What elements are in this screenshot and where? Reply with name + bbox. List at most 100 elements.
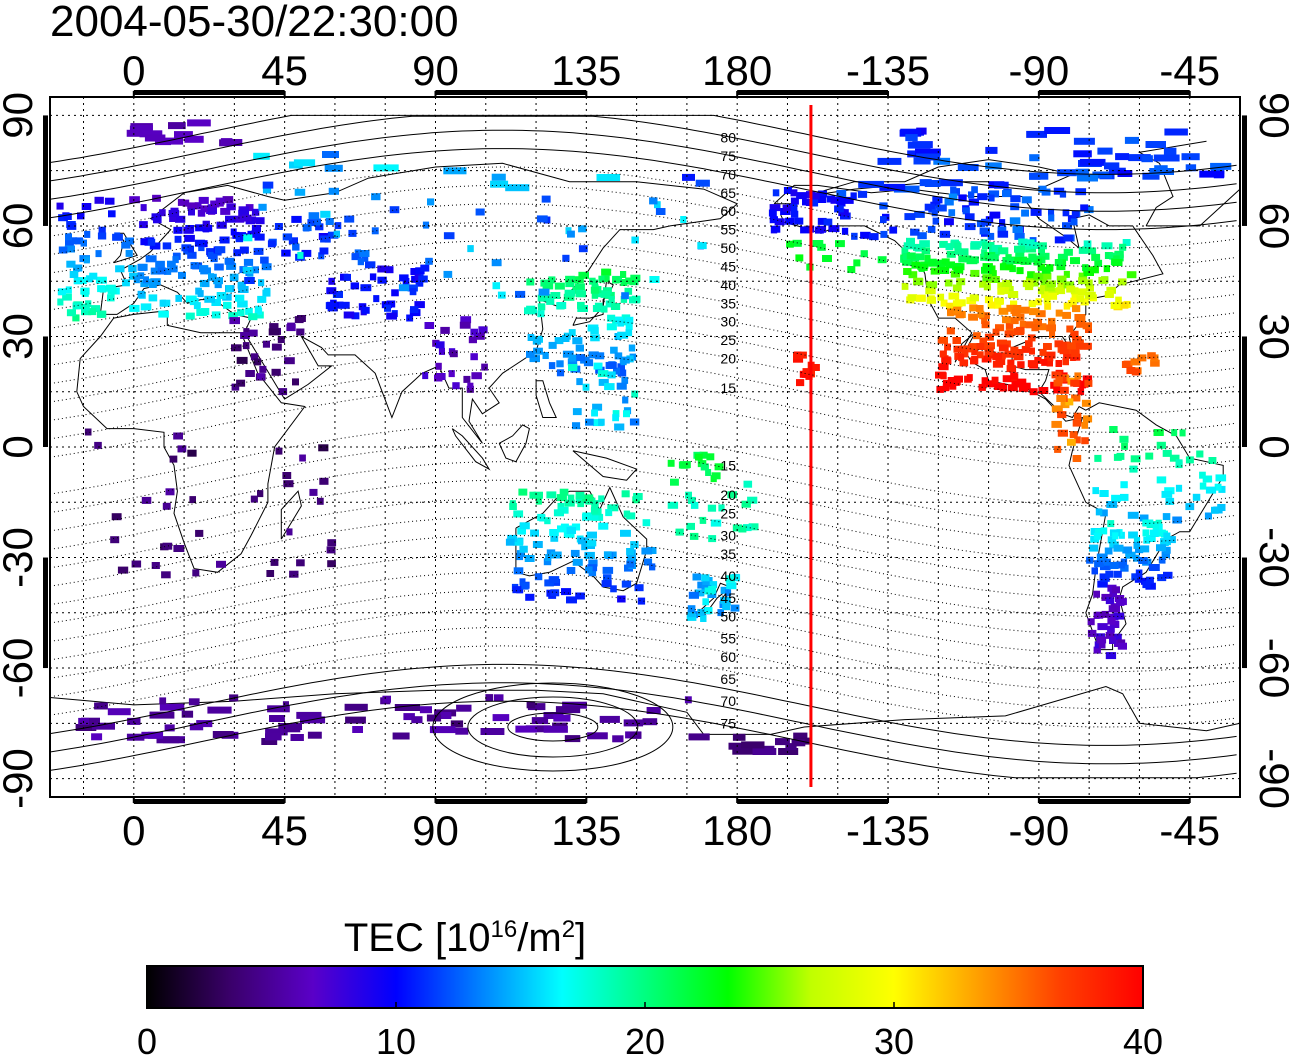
tec-cell bbox=[373, 295, 380, 303]
colorbar-title-main: TEC [10 bbox=[343, 916, 491, 960]
tec-cell bbox=[1100, 527, 1108, 535]
mlat-contour bbox=[49, 424, 1237, 507]
tec-cell bbox=[548, 362, 556, 370]
tec-cell bbox=[1005, 322, 1014, 330]
tec-cell bbox=[1072, 419, 1082, 427]
tec-cell bbox=[796, 379, 805, 387]
tec-cell bbox=[722, 603, 730, 611]
tec-cell bbox=[58, 246, 68, 254]
tec-cell bbox=[1126, 271, 1137, 279]
tec-cell bbox=[537, 513, 546, 521]
tec-cell bbox=[373, 164, 399, 172]
tec-cell bbox=[999, 287, 1009, 295]
tec-cell bbox=[717, 609, 724, 617]
tec-cell bbox=[122, 279, 130, 287]
tec-cell bbox=[1094, 529, 1102, 536]
tec-cell bbox=[291, 215, 302, 223]
tec-cell bbox=[889, 226, 898, 234]
tec-cell bbox=[244, 277, 255, 284]
tec-cell bbox=[292, 243, 300, 251]
tec-cell bbox=[644, 558, 653, 566]
tec-cell bbox=[704, 607, 713, 615]
tec-cell bbox=[938, 267, 950, 274]
tec-cell bbox=[1158, 556, 1166, 564]
tec-cell bbox=[964, 213, 975, 221]
tec-cell bbox=[1044, 302, 1052, 310]
tec-cell bbox=[281, 249, 291, 257]
tec-cell bbox=[1055, 360, 1062, 367]
bottom-lon-label: 135 bbox=[551, 807, 621, 854]
coastline bbox=[1137, 140, 1207, 227]
tec-cell bbox=[979, 312, 990, 320]
tec-cell bbox=[72, 314, 80, 322]
tec-cell bbox=[655, 208, 666, 215]
tec-cell bbox=[344, 215, 355, 223]
tec-cell bbox=[958, 255, 968, 263]
tec-cell bbox=[1094, 641, 1102, 649]
tec-cell bbox=[834, 205, 844, 213]
contour-label: 65 bbox=[720, 185, 736, 201]
tec-cell bbox=[440, 326, 450, 334]
mlat-pole-contour bbox=[467, 696, 639, 758]
tec-cell bbox=[945, 261, 955, 269]
top-lon-label: 90 bbox=[412, 47, 459, 94]
tec-cell bbox=[1085, 326, 1092, 333]
tec-cell bbox=[562, 701, 587, 709]
tec-cell bbox=[790, 197, 799, 205]
tec-cell bbox=[556, 369, 565, 377]
bottom-lon-label: -90 bbox=[1009, 807, 1070, 854]
tec-cell bbox=[743, 524, 752, 532]
contour-label: 35 bbox=[720, 295, 736, 311]
tec-cell bbox=[106, 284, 116, 292]
tec-cell bbox=[702, 580, 710, 588]
tec-cell bbox=[533, 347, 543, 355]
tec-cell bbox=[959, 248, 969, 256]
tec-cell bbox=[1185, 164, 1197, 172]
tec-cell bbox=[307, 219, 316, 227]
tec-cell bbox=[1153, 154, 1180, 162]
tec-cell bbox=[598, 522, 609, 530]
tec-cell bbox=[1033, 318, 1042, 326]
tec-cell bbox=[981, 317, 988, 324]
tec-cell bbox=[149, 711, 175, 719]
tec-cell bbox=[629, 418, 640, 426]
tec-cell bbox=[670, 478, 679, 486]
tec-cell bbox=[267, 705, 290, 713]
tec-cell bbox=[1113, 453, 1122, 461]
tec-cell bbox=[991, 276, 1000, 283]
tec-cell bbox=[1204, 512, 1212, 520]
tec-cell bbox=[1078, 272, 1088, 280]
tec-cell bbox=[621, 490, 630, 498]
tec-cell bbox=[1211, 506, 1219, 514]
tec-cell bbox=[245, 204, 254, 212]
tec-cell bbox=[210, 200, 220, 208]
tec-cell bbox=[1211, 166, 1225, 174]
tec-cell bbox=[968, 313, 978, 321]
tec-cell bbox=[1112, 532, 1119, 540]
tec-cell bbox=[633, 493, 643, 500]
tec-cell bbox=[480, 728, 505, 735]
tec-cell bbox=[998, 344, 1009, 352]
tec-cell bbox=[1141, 155, 1153, 163]
tec-cell bbox=[592, 403, 603, 411]
tec-cell bbox=[394, 704, 420, 711]
tec-cell bbox=[772, 189, 780, 197]
tec-cell bbox=[1073, 150, 1092, 158]
tec-cell bbox=[463, 375, 471, 383]
tec-cell bbox=[600, 290, 611, 298]
tec-cell bbox=[468, 336, 477, 344]
tec-cell bbox=[63, 213, 72, 220]
tec-cell bbox=[193, 302, 201, 310]
tec-cell bbox=[590, 327, 599, 335]
tec-cell bbox=[550, 292, 561, 299]
tec-cell bbox=[297, 251, 304, 259]
tec-cell bbox=[578, 271, 589, 279]
tec-cell bbox=[913, 243, 920, 251]
tec-cell bbox=[1037, 287, 1045, 295]
tec-cell bbox=[911, 261, 921, 269]
tec-cell bbox=[1002, 279, 1013, 287]
tec-cell bbox=[516, 553, 524, 561]
tec-cell bbox=[275, 447, 283, 455]
tec-cell bbox=[1030, 208, 1042, 216]
tec-cell bbox=[679, 461, 691, 469]
